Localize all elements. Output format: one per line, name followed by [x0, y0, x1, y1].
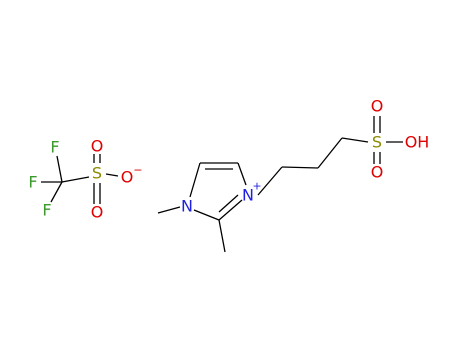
atom-label: F [50, 138, 59, 157]
bonds [41, 116, 403, 253]
atom-label: O [121, 168, 134, 187]
atom-labels: F F F S O O O − N N + S O O OH [28, 97, 429, 222]
atom-label: F [42, 201, 51, 220]
atom-label: N [242, 186, 254, 205]
atom-label: O [371, 163, 384, 182]
atom-label: O [91, 203, 104, 222]
atom-label: F [28, 173, 37, 192]
atom-label: N [181, 197, 193, 216]
charge: + [252, 180, 261, 193]
atom-label: O [91, 137, 104, 156]
atom-label: OH [405, 133, 430, 152]
atom-label: O [371, 97, 384, 116]
atom-label: S [92, 164, 102, 183]
charge: − [133, 164, 142, 177]
atom-label: S [372, 133, 382, 152]
